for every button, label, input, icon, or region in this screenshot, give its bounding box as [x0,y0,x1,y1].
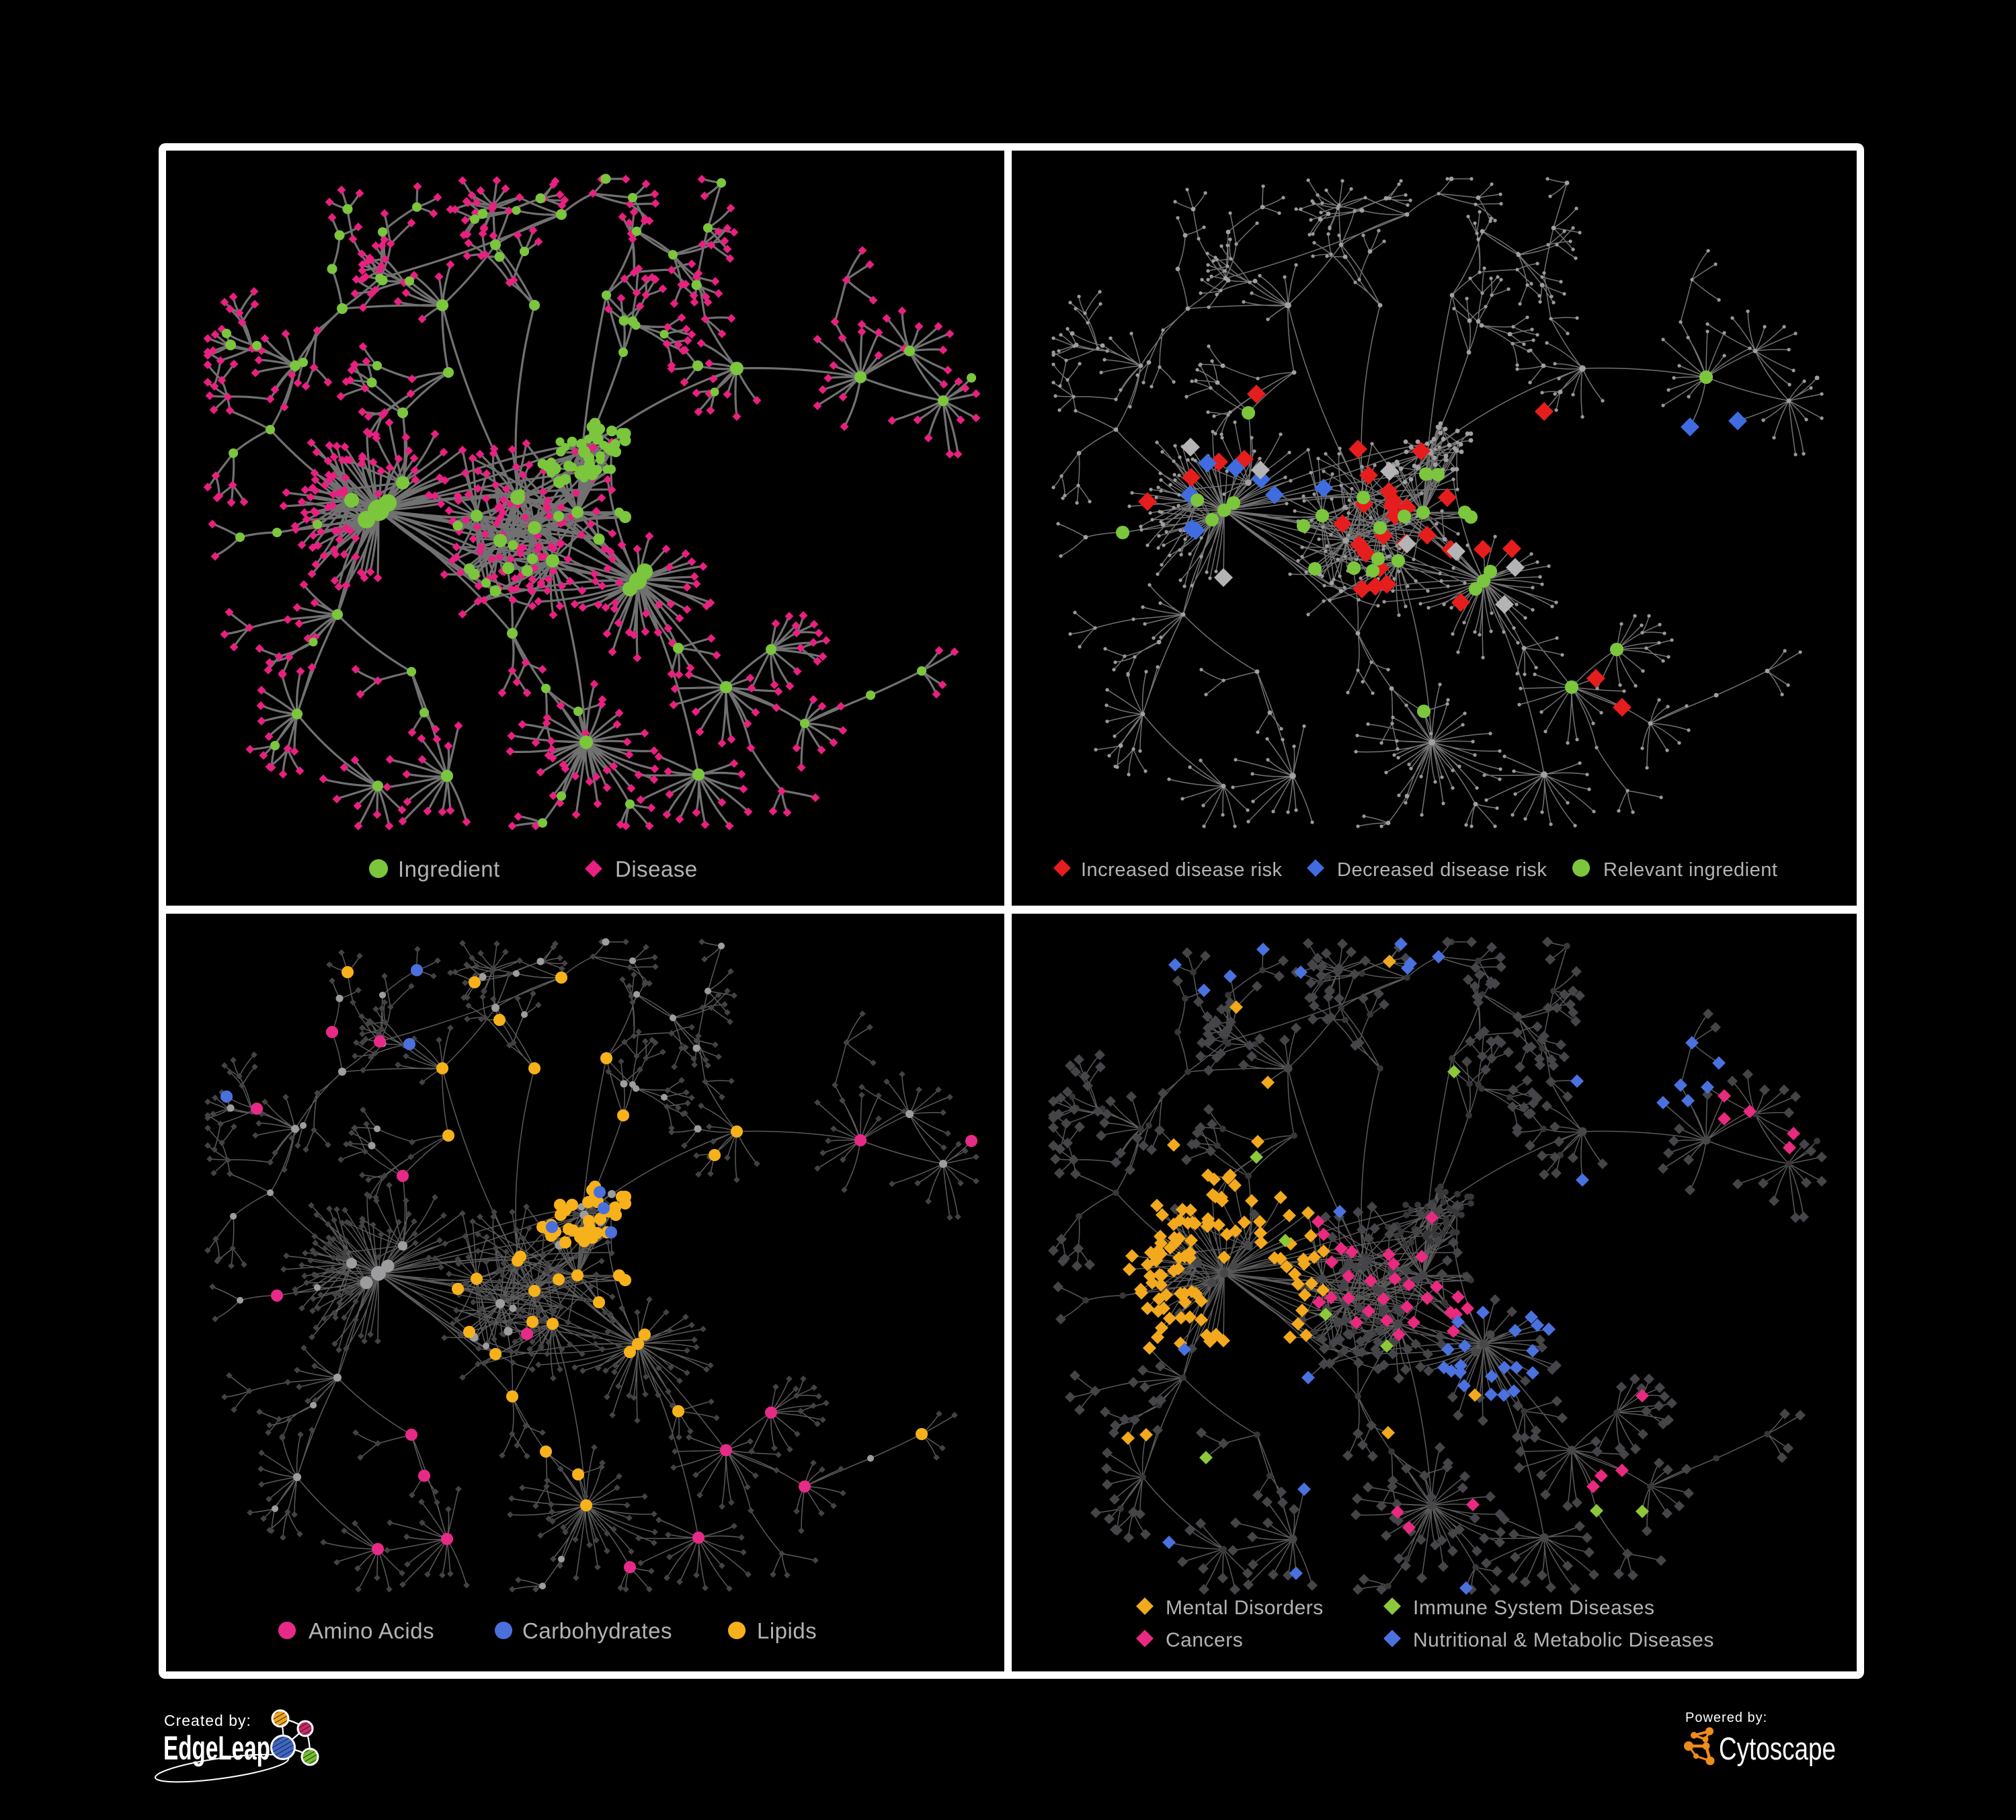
svg-text:Decreased disease risk: Decreased disease risk [1337,859,1547,881]
svg-text:Cytoscape: Cytoscape [1719,1731,1836,1766]
svg-text:Created by:: Created by: [164,1712,251,1729]
svg-text:Immune System Diseases: Immune System Diseases [1413,1597,1654,1619]
svg-text:Powered by:: Powered by: [1685,1710,1767,1725]
svg-text:Carbohydrates: Carbohydrates [522,1618,672,1643]
svg-text:Relevant ingredient: Relevant ingredient [1603,859,1777,881]
svg-text:EdgeLeap: EdgeLeap [163,1729,270,1767]
svg-text:Ingredient: Ingredient [398,857,500,881]
svg-text:Cancers: Cancers [1166,1629,1243,1651]
svg-text:Disease: Disease [615,857,698,881]
svg-text:Amino Acids: Amino Acids [309,1618,434,1643]
svg-text:Increased disease risk: Increased disease risk [1081,859,1283,881]
svg-text:Mental Disorders: Mental Disorders [1166,1597,1324,1619]
svg-text:Lipids: Lipids [757,1618,817,1643]
svg-text:Nutritional & Metabolic Diseas: Nutritional & Metabolic Diseases [1413,1629,1714,1651]
